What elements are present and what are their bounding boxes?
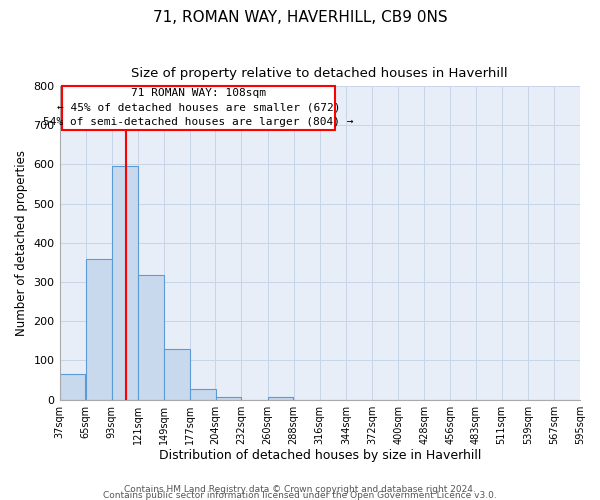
Bar (60, 374, 85, 400)
Bar (86, 259, 112, 400)
Text: 71, ROMAN WAY, HAVERHILL, CB9 0NS: 71, ROMAN WAY, HAVERHILL, CB9 0NS (152, 10, 448, 25)
Bar (164, 348, 190, 400)
Bar (215, 396, 241, 400)
Bar (138, 275, 164, 400)
Text: Contains public sector information licensed under the Open Government Licence v3: Contains public sector information licen… (103, 490, 497, 500)
Text: 71 ROMAN WAY: 108sqm
← 45% of detached houses are smaller (672)
54% of semi-deta: 71 ROMAN WAY: 108sqm ← 45% of detached h… (43, 88, 354, 127)
Bar (190, 389, 216, 400)
Y-axis label: Number of detached properties: Number of detached properties (15, 150, 28, 336)
Text: Contains HM Land Registry data © Crown copyright and database right 2024.: Contains HM Land Registry data © Crown c… (124, 484, 476, 494)
X-axis label: Distribution of detached houses by size in Haverhill: Distribution of detached houses by size … (158, 450, 481, 462)
FancyBboxPatch shape (62, 86, 335, 130)
Bar (268, 396, 293, 400)
Title: Size of property relative to detached houses in Haverhill: Size of property relative to detached ho… (131, 68, 508, 80)
Bar (112, 166, 137, 400)
